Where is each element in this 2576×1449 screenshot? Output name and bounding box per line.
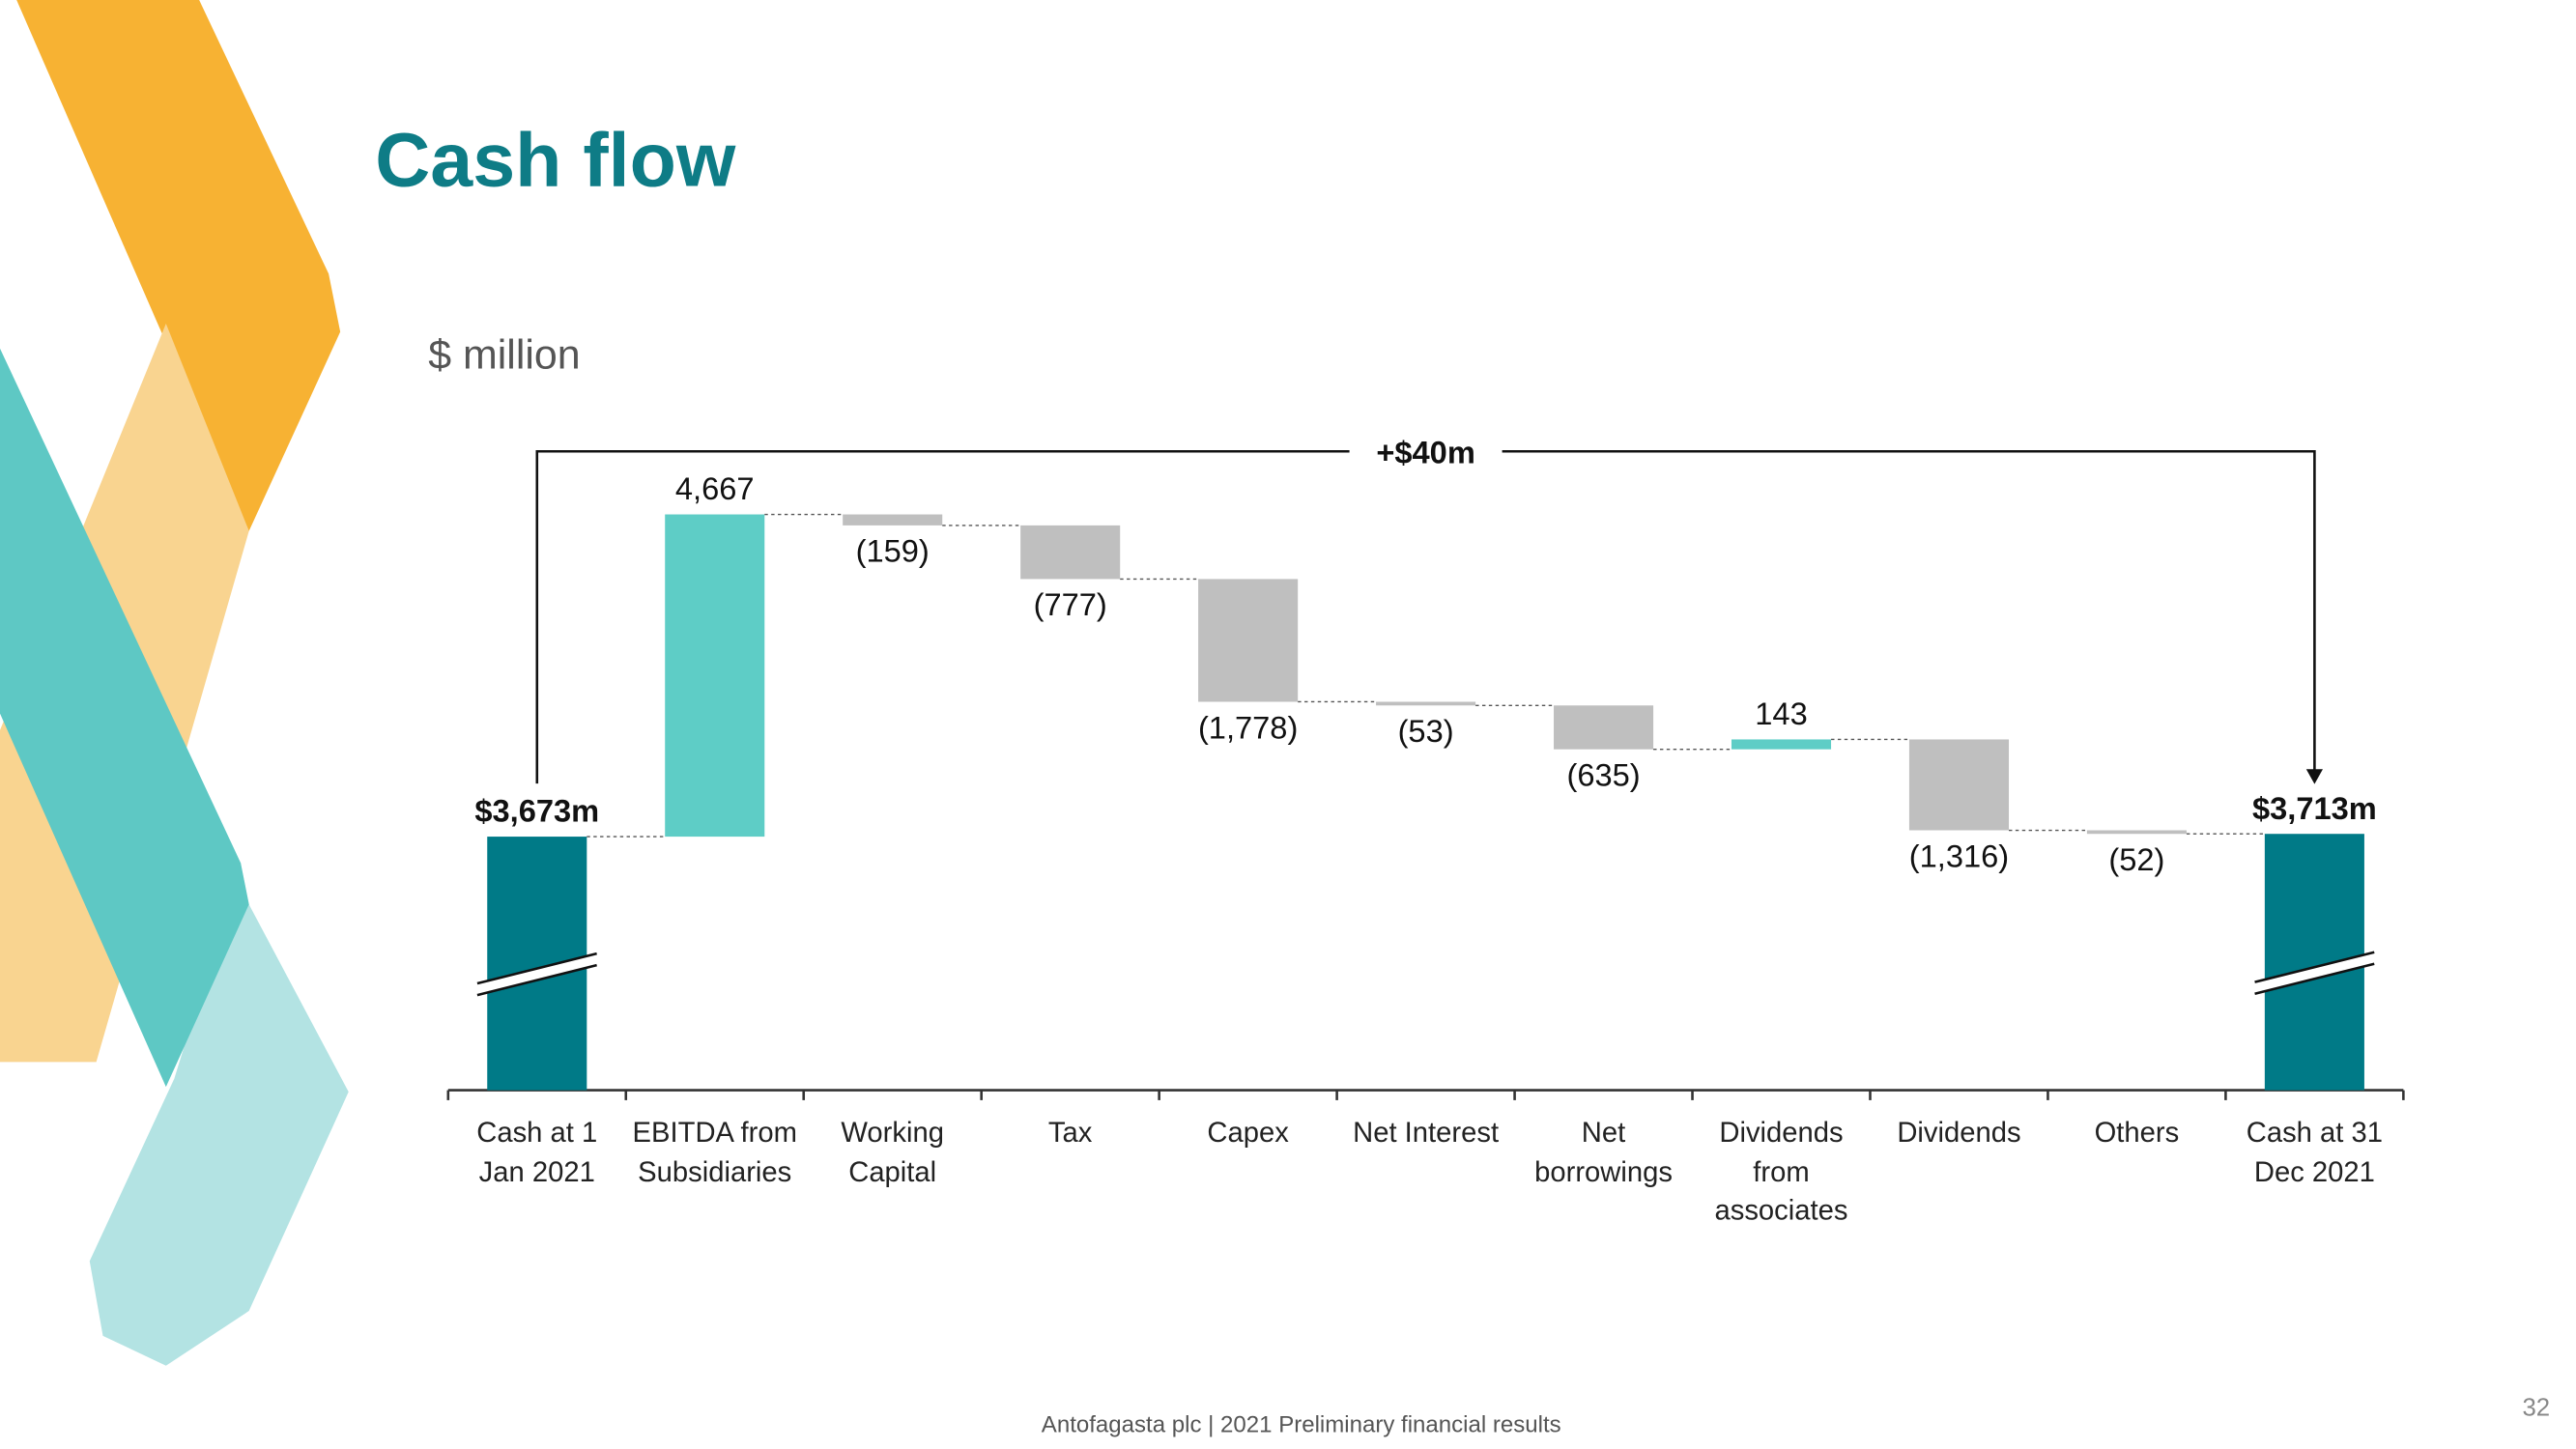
bar — [1908, 739, 2010, 831]
value-label: $3,673m — [474, 793, 599, 829]
value-label: (52) — [2108, 841, 2164, 877]
x-tick-label: EBITDA from Subsidiaries — [632, 1117, 797, 1188]
value-label: (1,316) — [1909, 838, 2009, 873]
bar — [843, 514, 943, 526]
x-tick-label: Net Interest — [1353, 1117, 1500, 1149]
axis-break-line — [476, 952, 597, 985]
bar — [665, 514, 765, 838]
x-tick-label: Net borrowings — [1534, 1117, 1673, 1188]
page-title: Cash flow — [375, 116, 736, 202]
subtitle: $ million — [428, 331, 581, 378]
x-tick-label: Dividends from associates — [1714, 1117, 1848, 1227]
axis-break-line — [2254, 962, 2375, 995]
page-number: 32 — [2522, 1394, 2550, 1421]
arrow-head — [2305, 769, 2323, 784]
decor-teal — [0, 348, 249, 1088]
x-tick-label: Working Capital — [841, 1117, 944, 1188]
bracket — [535, 449, 1350, 784]
bar — [1376, 701, 1476, 706]
x-tick-label: Capex — [1207, 1117, 1289, 1149]
x-tick-label: Dividends — [1897, 1117, 2021, 1149]
axis-break — [2254, 952, 2375, 994]
value-label: (159) — [856, 533, 930, 569]
bar — [1020, 525, 1121, 580]
value-label: (777) — [1034, 586, 1107, 622]
x-tick-label: Cash at 31 Dec 2021 — [2246, 1117, 2384, 1188]
bar — [2086, 830, 2187, 835]
x-tick-label: Others — [2094, 1117, 2180, 1149]
value-label: (53) — [1398, 713, 1454, 749]
bracket — [1502, 449, 2316, 771]
axis-break — [476, 953, 597, 996]
x-tick-label: Cash at 1 Jan 2021 — [476, 1117, 598, 1188]
bar — [1198, 579, 1299, 702]
x-tick-label: Tax — [1047, 1117, 1093, 1149]
value-label: $3,713m — [2252, 790, 2377, 826]
bar — [1731, 739, 1832, 750]
value-label: (1,778) — [1198, 709, 1298, 745]
footer: Antofagasta plc | 2021 Preliminary finan… — [1042, 1411, 1561, 1437]
bar — [1554, 705, 1654, 750]
value-label: 143 — [1755, 696, 1807, 731]
axis-break-line — [2254, 951, 2375, 983]
decor-orange — [16, 0, 341, 531]
value-label: 4,667 — [675, 470, 755, 506]
value-label: (635) — [1566, 756, 1640, 792]
decor-light-teal — [89, 863, 349, 1366]
axis-break-line — [476, 963, 597, 997]
annotation: +$40m — [1376, 434, 1475, 469]
